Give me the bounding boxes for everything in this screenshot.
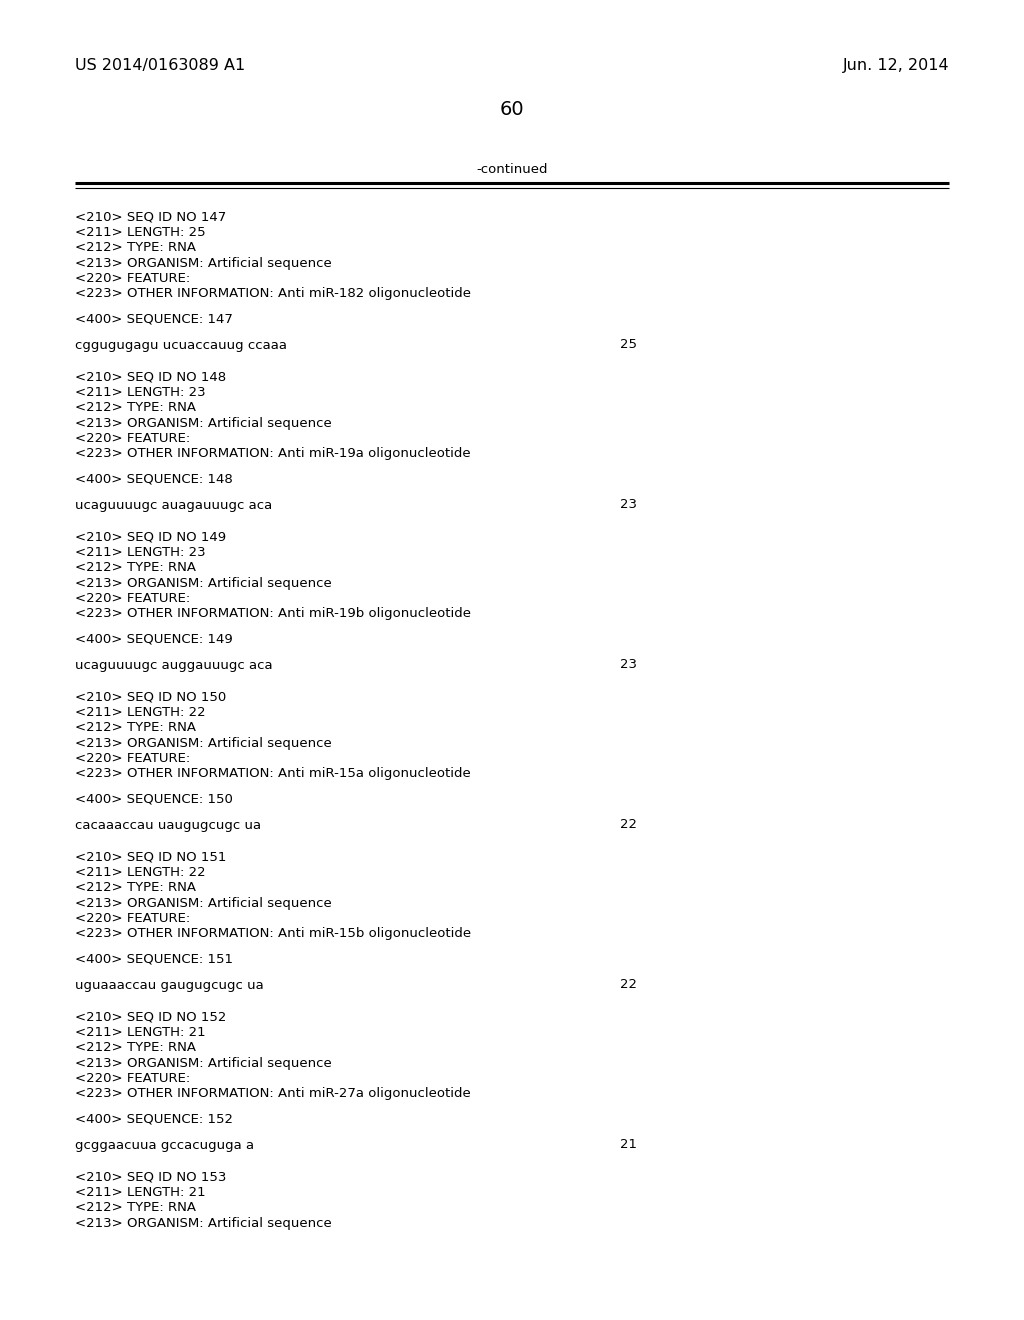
Text: <220> FEATURE:: <220> FEATURE: xyxy=(75,752,190,766)
Text: <212> TYPE: RNA: <212> TYPE: RNA xyxy=(75,1201,196,1214)
Text: 23: 23 xyxy=(620,499,637,511)
Text: gcggaacuua gccacuguga a: gcggaacuua gccacuguga a xyxy=(75,1138,254,1151)
Text: <223> OTHER INFORMATION: Anti miR-15a oligonucleotide: <223> OTHER INFORMATION: Anti miR-15a ol… xyxy=(75,767,471,780)
Text: -continued: -continued xyxy=(476,162,548,176)
Text: <213> ORGANISM: Artificial sequence: <213> ORGANISM: Artificial sequence xyxy=(75,577,332,590)
Text: <211> LENGTH: 25: <211> LENGTH: 25 xyxy=(75,226,206,239)
Text: <213> ORGANISM: Artificial sequence: <213> ORGANISM: Artificial sequence xyxy=(75,896,332,909)
Text: <210> SEQ ID NO 148: <210> SEQ ID NO 148 xyxy=(75,370,226,383)
Text: 60: 60 xyxy=(500,100,524,119)
Text: 23: 23 xyxy=(620,659,637,672)
Text: <223> OTHER INFORMATION: Anti miR-15b oligonucleotide: <223> OTHER INFORMATION: Anti miR-15b ol… xyxy=(75,928,471,940)
Text: cggugugagu ucuaccauug ccaaa: cggugugagu ucuaccauug ccaaa xyxy=(75,338,287,351)
Text: <211> LENGTH: 23: <211> LENGTH: 23 xyxy=(75,545,206,558)
Text: <220> FEATURE:: <220> FEATURE: xyxy=(75,272,190,285)
Text: <212> TYPE: RNA: <212> TYPE: RNA xyxy=(75,242,196,253)
Text: <220> FEATURE:: <220> FEATURE: xyxy=(75,591,190,605)
Text: 22: 22 xyxy=(620,978,637,991)
Text: <212> TYPE: RNA: <212> TYPE: RNA xyxy=(75,401,196,414)
Text: <400> SEQUENCE: 149: <400> SEQUENCE: 149 xyxy=(75,634,232,645)
Text: <210> SEQ ID NO 149: <210> SEQ ID NO 149 xyxy=(75,531,226,543)
Text: <210> SEQ ID NO 153: <210> SEQ ID NO 153 xyxy=(75,1170,226,1183)
Text: <223> OTHER INFORMATION: Anti miR-19a oligonucleotide: <223> OTHER INFORMATION: Anti miR-19a ol… xyxy=(75,447,471,461)
Text: <213> ORGANISM: Artificial sequence: <213> ORGANISM: Artificial sequence xyxy=(75,417,332,429)
Text: <211> LENGTH: 21: <211> LENGTH: 21 xyxy=(75,1185,206,1199)
Text: ucaguuuugc auagauuugc aca: ucaguuuugc auagauuugc aca xyxy=(75,499,272,511)
Text: <223> OTHER INFORMATION: Anti miR-19b oligonucleotide: <223> OTHER INFORMATION: Anti miR-19b ol… xyxy=(75,607,471,620)
Text: <213> ORGANISM: Artificial sequence: <213> ORGANISM: Artificial sequence xyxy=(75,256,332,269)
Text: <213> ORGANISM: Artificial sequence: <213> ORGANISM: Artificial sequence xyxy=(75,737,332,750)
Text: <211> LENGTH: 22: <211> LENGTH: 22 xyxy=(75,866,206,879)
Text: <210> SEQ ID NO 147: <210> SEQ ID NO 147 xyxy=(75,210,226,223)
Text: ucaguuuugc auggauuugc aca: ucaguuuugc auggauuugc aca xyxy=(75,659,272,672)
Text: <210> SEQ ID NO 151: <210> SEQ ID NO 151 xyxy=(75,850,226,863)
Text: <212> TYPE: RNA: <212> TYPE: RNA xyxy=(75,561,196,574)
Text: 21: 21 xyxy=(620,1138,637,1151)
Text: cacaaaccau uaugugcugc ua: cacaaaccau uaugugcugc ua xyxy=(75,818,261,832)
Text: 22: 22 xyxy=(620,818,637,832)
Text: US 2014/0163089 A1: US 2014/0163089 A1 xyxy=(75,58,246,73)
Text: <212> TYPE: RNA: <212> TYPE: RNA xyxy=(75,1041,196,1053)
Text: <220> FEATURE:: <220> FEATURE: xyxy=(75,1072,190,1085)
Text: uguaaaccau gaugugcugc ua: uguaaaccau gaugugcugc ua xyxy=(75,978,264,991)
Text: <220> FEATURE:: <220> FEATURE: xyxy=(75,912,190,925)
Text: <212> TYPE: RNA: <212> TYPE: RNA xyxy=(75,721,196,734)
Text: <212> TYPE: RNA: <212> TYPE: RNA xyxy=(75,880,196,894)
Text: <210> SEQ ID NO 152: <210> SEQ ID NO 152 xyxy=(75,1010,226,1023)
Text: <400> SEQUENCE: 151: <400> SEQUENCE: 151 xyxy=(75,953,233,966)
Text: Jun. 12, 2014: Jun. 12, 2014 xyxy=(843,58,949,73)
Text: <400> SEQUENCE: 150: <400> SEQUENCE: 150 xyxy=(75,793,232,807)
Text: 25: 25 xyxy=(620,338,637,351)
Text: <220> FEATURE:: <220> FEATURE: xyxy=(75,432,190,445)
Text: <400> SEQUENCE: 152: <400> SEQUENCE: 152 xyxy=(75,1113,233,1126)
Text: <400> SEQUENCE: 148: <400> SEQUENCE: 148 xyxy=(75,473,232,486)
Text: <223> OTHER INFORMATION: Anti miR-27a oligonucleotide: <223> OTHER INFORMATION: Anti miR-27a ol… xyxy=(75,1088,471,1101)
Text: <210> SEQ ID NO 150: <210> SEQ ID NO 150 xyxy=(75,690,226,704)
Text: <211> LENGTH: 23: <211> LENGTH: 23 xyxy=(75,385,206,399)
Text: <223> OTHER INFORMATION: Anti miR-182 oligonucleotide: <223> OTHER INFORMATION: Anti miR-182 ol… xyxy=(75,288,471,301)
Text: <400> SEQUENCE: 147: <400> SEQUENCE: 147 xyxy=(75,313,232,326)
Text: <213> ORGANISM: Artificial sequence: <213> ORGANISM: Artificial sequence xyxy=(75,1217,332,1229)
Text: <211> LENGTH: 21: <211> LENGTH: 21 xyxy=(75,1026,206,1039)
Text: <211> LENGTH: 22: <211> LENGTH: 22 xyxy=(75,705,206,718)
Text: <213> ORGANISM: Artificial sequence: <213> ORGANISM: Artificial sequence xyxy=(75,1056,332,1069)
